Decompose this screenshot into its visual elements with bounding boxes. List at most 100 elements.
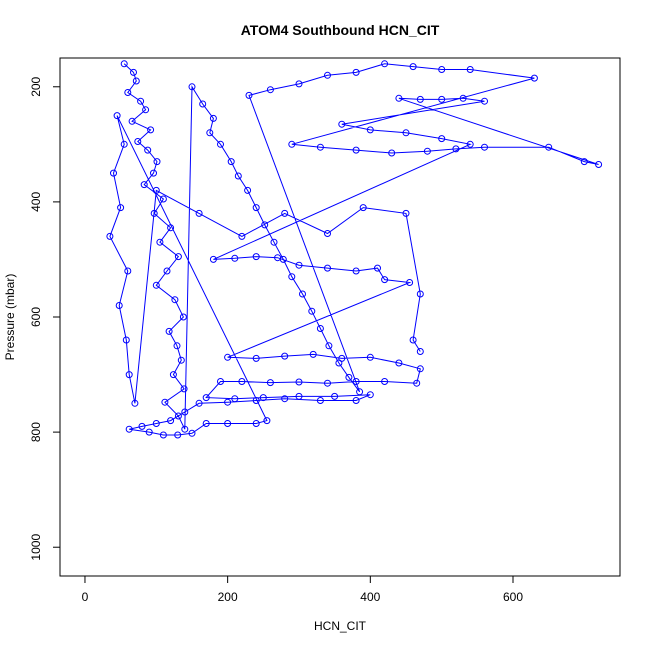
- data-point: [395, 359, 403, 367]
- data-point: [416, 95, 424, 103]
- data-point: [352, 146, 360, 154]
- data-point: [438, 135, 446, 143]
- data-point: [138, 422, 146, 430]
- data-point: [406, 279, 414, 286]
- data-point: [423, 147, 431, 155]
- data-point: [270, 238, 278, 246]
- data-point: [199, 100, 207, 108]
- data-point: [113, 112, 121, 120]
- data-point: [131, 399, 139, 407]
- data-point: [130, 68, 137, 76]
- data-point: [324, 379, 331, 387]
- data-point: [171, 296, 179, 304]
- data-point: [202, 394, 210, 402]
- data-point: [125, 371, 133, 379]
- data-point: [409, 336, 417, 344]
- data-point: [174, 253, 182, 261]
- data-point: [308, 307, 316, 315]
- data-point: [281, 209, 289, 217]
- chart-title: ATOM4 Southbound HCN_CIT: [241, 22, 440, 38]
- data-point: [352, 68, 360, 76]
- x-axis: 0 200 400 600: [82, 575, 523, 604]
- data-point: [188, 83, 196, 91]
- data-point: [169, 371, 177, 379]
- y-tick-label: 600: [29, 307, 43, 327]
- data-point: [173, 342, 181, 350]
- data-point: [374, 264, 381, 272]
- x-tick-label: 200: [218, 590, 238, 604]
- data-point: [224, 353, 232, 361]
- data-point: [195, 399, 203, 407]
- data-point: [438, 95, 446, 103]
- data-point: [122, 336, 130, 344]
- x-tick-label: 400: [360, 590, 380, 604]
- data-point: [438, 66, 446, 73]
- data-point: [150, 169, 157, 177]
- data-point: [274, 254, 282, 262]
- data-point: [295, 392, 303, 400]
- data-point: [144, 146, 152, 154]
- y-tick-label: 1000: [29, 534, 43, 561]
- data-point: [238, 378, 246, 385]
- data-point: [132, 77, 140, 85]
- data-point: [481, 143, 488, 151]
- data-point: [161, 398, 169, 406]
- data-point: [288, 140, 296, 148]
- data-point: [352, 267, 360, 275]
- data-point: [167, 417, 175, 425]
- data-point: [316, 397, 324, 404]
- data-point: [244, 186, 252, 194]
- series-line: [109, 63, 599, 436]
- data-point: [345, 373, 353, 381]
- data-point: [165, 327, 173, 335]
- data-point: [252, 420, 260, 427]
- data-point: [266, 379, 274, 387]
- y-tick-label: 800: [29, 422, 43, 442]
- y-tick-label: 200: [29, 76, 43, 96]
- data-point: [402, 209, 410, 217]
- data-point: [395, 94, 403, 102]
- data-point: [459, 94, 467, 102]
- data-point: [153, 158, 161, 166]
- data-point: [281, 352, 289, 360]
- data-point: [124, 89, 132, 96]
- data-point: [352, 397, 360, 404]
- data-point: [142, 106, 150, 114]
- data-point: [120, 60, 128, 68]
- data-point: [295, 378, 303, 386]
- data-point: [181, 425, 189, 433]
- data-point: [174, 412, 182, 420]
- data-point: [299, 290, 306, 298]
- y-axis: 200 400 600 800 1000: [29, 76, 61, 561]
- data-point: [481, 97, 488, 105]
- data-point: [388, 149, 396, 157]
- x-tick-label: 600: [503, 590, 523, 604]
- data-point: [180, 385, 188, 393]
- data-point: [466, 140, 474, 148]
- data-point: [202, 420, 210, 427]
- data-point: [466, 66, 474, 73]
- data-series: [106, 60, 603, 439]
- data-point: [413, 379, 421, 387]
- data-point: [325, 342, 333, 350]
- data-point: [128, 117, 136, 125]
- data-point: [209, 255, 217, 263]
- data-point: [261, 221, 269, 229]
- data-point: [416, 348, 424, 355]
- data-point: [252, 397, 260, 404]
- data-point: [179, 313, 187, 321]
- data-point: [224, 398, 232, 406]
- data-point: [209, 114, 217, 122]
- data-point: [352, 378, 360, 385]
- data-point: [252, 204, 260, 212]
- data-point: [409, 63, 417, 71]
- data-point: [147, 126, 155, 134]
- data-point: [181, 408, 189, 416]
- data-point: [366, 391, 374, 399]
- data-point: [263, 417, 271, 425]
- data-point: [359, 204, 367, 212]
- data-point: [224, 420, 232, 427]
- data-point: [266, 86, 274, 94]
- data-point: [217, 140, 224, 148]
